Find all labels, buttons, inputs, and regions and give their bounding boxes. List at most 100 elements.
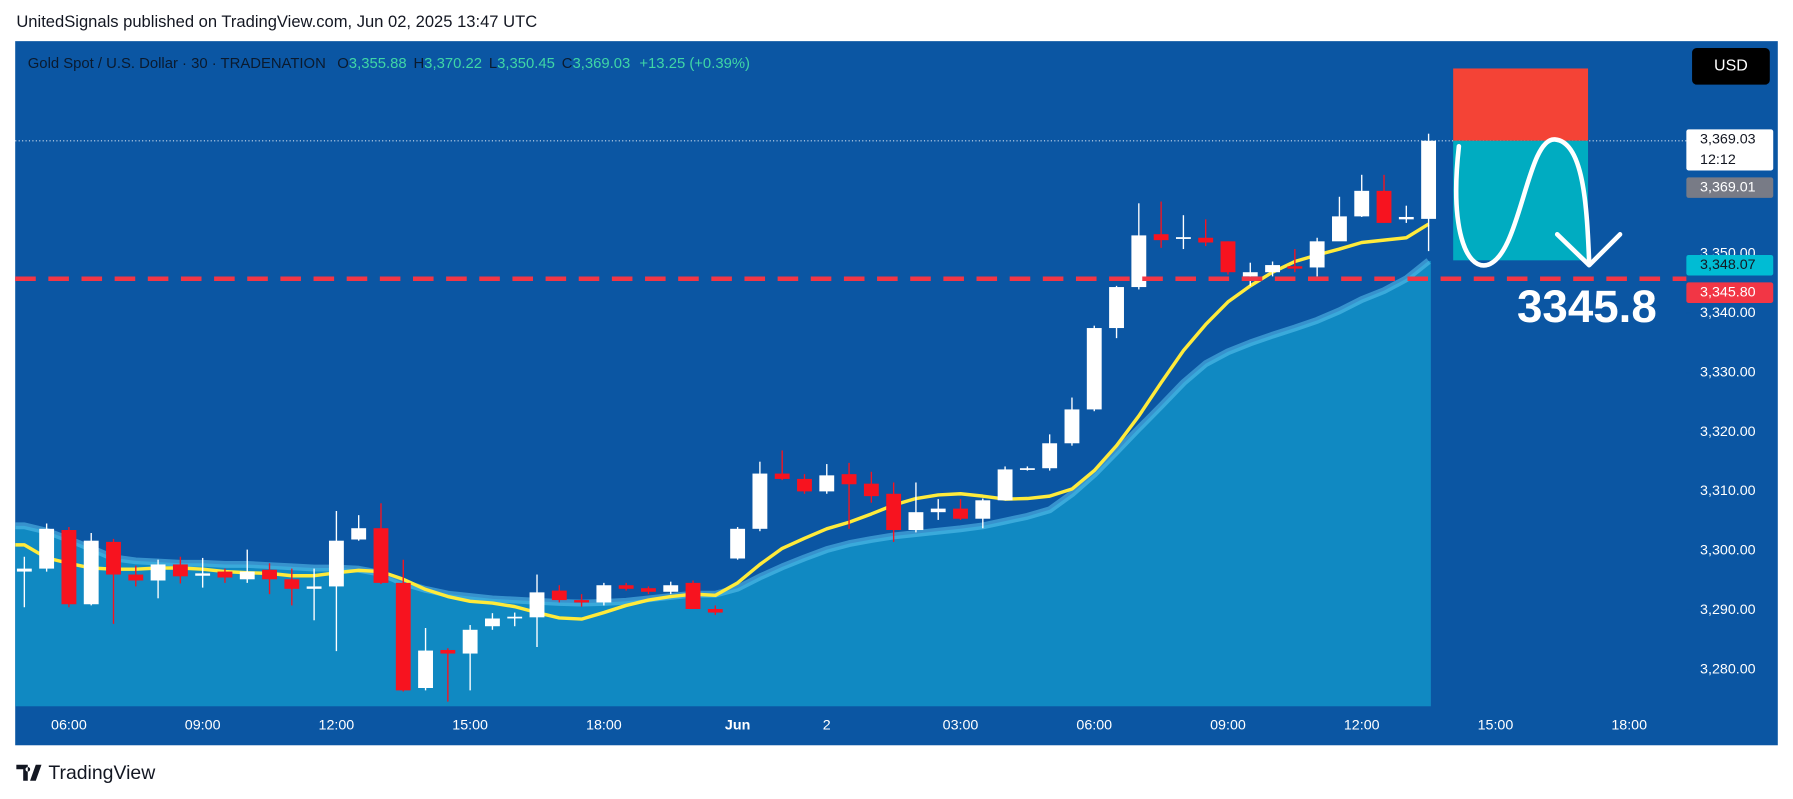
price-label: 3,369.03: [1700, 131, 1756, 147]
candle-body: [1220, 241, 1236, 273]
candle-body: [1042, 443, 1058, 469]
candle-body: [841, 474, 857, 485]
candle-body: [886, 493, 902, 530]
candle-body: [1109, 287, 1124, 329]
candle-body: [1131, 235, 1147, 288]
candle-body: [217, 571, 233, 578]
candle-body: [529, 592, 545, 618]
candle-body: [239, 571, 255, 580]
price-label-box: [1686, 282, 1774, 303]
candle-body: [106, 541, 121, 575]
candle-body: [484, 618, 500, 627]
candle-body: [16, 568, 32, 572]
candle-body: [395, 582, 411, 691]
candle-body: [641, 588, 656, 592]
price-label-box: [1686, 254, 1774, 276]
ohlc-key: L: [489, 56, 497, 72]
x-tick-label: 12:00: [319, 718, 355, 734]
x-tick-label: 09:00: [185, 718, 221, 734]
legend: Gold Spot / U.S. Dollar · 30 · TRADENATI…: [28, 56, 750, 72]
candle-body: [819, 475, 835, 492]
symbol: Gold Spot / U.S. Dollar · 30 · TRADENATI…: [28, 56, 326, 72]
candle-body: [730, 528, 746, 559]
candle-body: [863, 483, 879, 497]
candle-body: [975, 500, 991, 519]
candle-body: [440, 649, 456, 654]
ohlc-value: 3,369.03: [572, 56, 630, 72]
candle-body: [618, 585, 634, 589]
plot: [15, 133, 1437, 707]
axes: 3,280.00 3,290.00 3,300.00 3,310.00 3,320.00…: [51, 129, 1774, 734]
candle-body: [351, 528, 367, 540]
candle-body: [1198, 237, 1214, 243]
y-tick-label: 3,300.00: [1700, 543, 1756, 559]
ohlc-value: 3,350.45: [497, 56, 555, 72]
candle-body: [1019, 468, 1035, 470]
y-tick-label: 3,290.00: [1700, 602, 1756, 618]
candle-body: [1086, 328, 1102, 410]
candle-body: [908, 512, 924, 530]
candle-body: [551, 590, 567, 601]
y-tick-label: 3,320.00: [1700, 424, 1756, 440]
x-tick-label: 18:00: [1611, 718, 1647, 734]
candle-body: [1398, 216, 1414, 220]
candle-body: [1265, 265, 1280, 273]
candle-body: [997, 469, 1013, 501]
x-tick-label: 15:00: [1478, 718, 1514, 734]
x-tick-label: 03:00: [943, 718, 979, 734]
candle-body: [574, 600, 590, 603]
symbol-legend: Gold Spot / U.S. Dollar · 30 · TRADENATI…: [28, 56, 750, 72]
candle-body: [1309, 241, 1325, 268]
price-label-box: [1686, 129, 1774, 171]
price-label: 3,345.80: [1700, 284, 1756, 300]
candle-body: [1242, 272, 1258, 277]
ohlc-value: 3,355.88: [349, 56, 407, 72]
ohlc-key: C: [562, 56, 573, 72]
publish-header: UnitedSignals published on TradingView.c…: [16, 12, 537, 31]
y-tick-label: 3,330.00: [1700, 364, 1756, 380]
candle-body: [262, 569, 277, 580]
ohlc-value: 3,370.22: [424, 56, 482, 72]
candle-body: [83, 540, 99, 605]
x-tick-label: 18:00: [586, 718, 622, 734]
candle-body: [418, 650, 433, 688]
brand-logo: [16, 764, 42, 781]
change: +13.25 (+0.39%): [639, 56, 750, 72]
candle-body: [284, 579, 300, 589]
currency-button[interactable]: [1692, 48, 1770, 85]
candle-body: [1332, 216, 1347, 242]
x-tick-label: 06:00: [51, 718, 87, 734]
x-tick-label: 12:00: [1344, 718, 1380, 734]
candle-body: [1064, 409, 1080, 444]
candle-body: [61, 529, 77, 605]
drawing: 3345.8: [1454, 137, 1657, 332]
arrow-head: [1554, 232, 1623, 268]
candle-body: [797, 478, 812, 492]
candle-body: [596, 585, 612, 603]
ohlc-key: H: [413, 56, 424, 72]
price-label: 3,348.07: [1700, 257, 1756, 273]
candle-body: [507, 616, 523, 619]
x-tick-label: 15:00: [452, 718, 488, 734]
candle-body: [1287, 266, 1303, 269]
y-tick-label: 3,340.00: [1700, 305, 1756, 321]
candle-body: [1376, 190, 1392, 223]
candle-body: [39, 528, 55, 569]
y-tick-label: 3,280.00: [1700, 661, 1756, 677]
candle-body: [195, 573, 211, 576]
price-label: 3,369.01: [1700, 179, 1756, 195]
arrow-curve: [1454, 137, 1592, 268]
candle-body: [306, 586, 322, 589]
candle-body: [774, 473, 790, 479]
price-label-box: [1686, 177, 1774, 198]
ohlc-key: O: [337, 56, 349, 72]
candle-body: [150, 564, 166, 581]
x-tick-label: 2: [823, 718, 831, 734]
candle-body: [1153, 234, 1169, 241]
currency[interactable]: USD: [1714, 58, 1748, 75]
candle-body: [1354, 190, 1370, 217]
x-tick-label: 09:00: [1210, 718, 1246, 734]
candle-body: [328, 540, 344, 587]
